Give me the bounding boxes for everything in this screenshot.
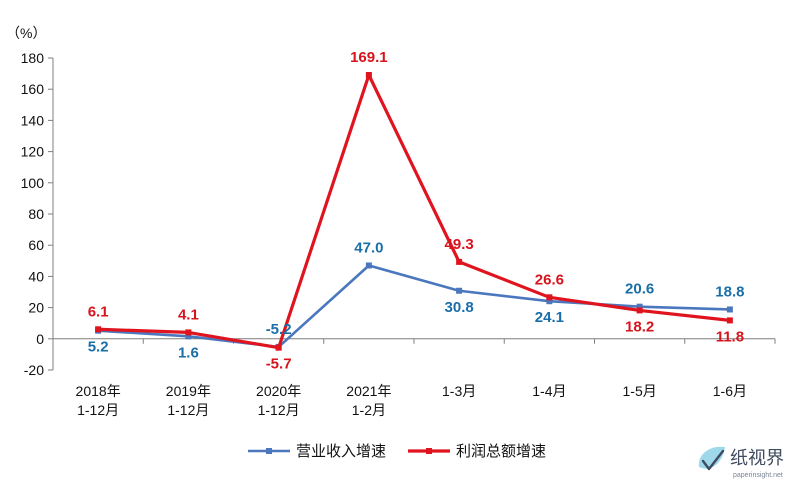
x-tick-label-line: 1-4月 bbox=[532, 383, 566, 399]
x-tick-label-line: 1-6月 bbox=[713, 383, 747, 399]
y-tick-label: 20 bbox=[28, 300, 44, 316]
data-label: 5.2 bbox=[88, 339, 109, 356]
legend-label-1: 营业收入增速 bbox=[296, 443, 386, 460]
y-tick-label: 80 bbox=[28, 206, 44, 222]
x-tick-label-line: 1-2月 bbox=[352, 402, 386, 418]
data-point bbox=[275, 344, 282, 351]
x-tick-label: 1-5月 bbox=[623, 383, 657, 399]
data-label: 18.8 bbox=[715, 283, 744, 300]
legend-label-2: 利润总额增速 bbox=[456, 443, 546, 460]
data-label: 20.6 bbox=[625, 281, 654, 298]
series-line-2 bbox=[96, 73, 732, 350]
data-point bbox=[95, 326, 102, 333]
data-point bbox=[726, 317, 733, 324]
watermark: 纸视界 paperinsight.net bbox=[698, 446, 784, 479]
x-tick-label: 1-4月 bbox=[532, 383, 566, 399]
x-tick-label-line: 1-12月 bbox=[258, 402, 300, 418]
legend-marker bbox=[426, 448, 432, 454]
data-point bbox=[456, 258, 463, 265]
y-tick-label: 100 bbox=[21, 175, 45, 191]
data-point bbox=[546, 294, 553, 301]
x-tick-label-line: 2018年 bbox=[76, 383, 121, 399]
legend-marker bbox=[266, 448, 272, 454]
x-tick-label-line: 1-12月 bbox=[167, 402, 209, 418]
x-tick-label: 2019年 1-12月 bbox=[166, 383, 211, 418]
data-point bbox=[636, 307, 643, 314]
data-point bbox=[456, 287, 463, 294]
data-point bbox=[636, 303, 643, 310]
x-tick-label-line: 1-5月 bbox=[623, 383, 657, 399]
y-tick-label: -20 bbox=[24, 362, 44, 378]
data-label: -5.2 bbox=[266, 321, 292, 338]
data-label: -5.7 bbox=[266, 356, 292, 373]
data-label: 169.1 bbox=[350, 49, 388, 66]
watermark-subtext: paperinsight.net bbox=[733, 472, 783, 479]
y-tick-label: 0 bbox=[36, 331, 44, 347]
x-tick-label: 2020年 1-12月 bbox=[256, 383, 301, 418]
data-point bbox=[365, 262, 372, 269]
x-tick-label-line: 2019年 bbox=[166, 383, 211, 399]
data-point bbox=[726, 306, 733, 313]
y-tick-label: 40 bbox=[28, 268, 44, 284]
data-labels: 5.2 1.6 -5.2 47.0 30.8 24.1 20.6 18.8 6.1 4.1 -5.7… bbox=[88, 49, 745, 373]
y-tick-label: 180 bbox=[21, 50, 45, 66]
y-tick-label: 120 bbox=[21, 144, 45, 160]
x-tick-label-line: 2020年 bbox=[256, 383, 301, 399]
data-label: 18.2 bbox=[625, 318, 654, 335]
x-tick-label: 2021年 1-2月 bbox=[346, 383, 391, 418]
data-label: 4.1 bbox=[178, 306, 199, 323]
series-lines bbox=[95, 72, 733, 351]
data-point bbox=[185, 333, 192, 340]
data-point bbox=[365, 72, 372, 79]
series-line-1 bbox=[96, 264, 732, 349]
leaf-check-icon bbox=[698, 446, 725, 471]
legend: 营业收入增速 利润总额增速 bbox=[248, 443, 546, 460]
y-tick-label: 140 bbox=[21, 112, 45, 128]
x-tick-label-line: 2021年 bbox=[346, 383, 391, 399]
watermark-text: 纸视界 bbox=[730, 448, 784, 469]
x-tick-label: 2018年 1-12月 bbox=[76, 383, 121, 418]
y-tick-label: 160 bbox=[21, 81, 45, 97]
data-point bbox=[546, 298, 553, 305]
data-label: 1.6 bbox=[178, 344, 199, 361]
x-tick-label-line: 1-3月 bbox=[442, 383, 476, 399]
axes: （%） -20 0 20 40 60 80 100 120 140 160 180 2018年 1-12月… bbox=[6, 25, 776, 418]
data-point bbox=[185, 329, 192, 336]
data-label: 49.3 bbox=[445, 236, 474, 253]
x-tick-label: 1-3月 bbox=[442, 383, 476, 399]
data-label: 11.8 bbox=[716, 328, 744, 345]
data-label: 6.1 bbox=[88, 303, 109, 320]
x-tick-label-line: 1-12月 bbox=[77, 402, 119, 418]
data-label: 47.0 bbox=[354, 239, 383, 256]
data-label: 30.8 bbox=[445, 299, 474, 316]
y-tick-label: 60 bbox=[28, 237, 44, 253]
data-label: 24.1 bbox=[535, 309, 564, 326]
x-tick-label: 1-6月 bbox=[713, 383, 747, 399]
data-label: 26.6 bbox=[535, 271, 564, 288]
y-unit-label: （%） bbox=[6, 25, 46, 41]
